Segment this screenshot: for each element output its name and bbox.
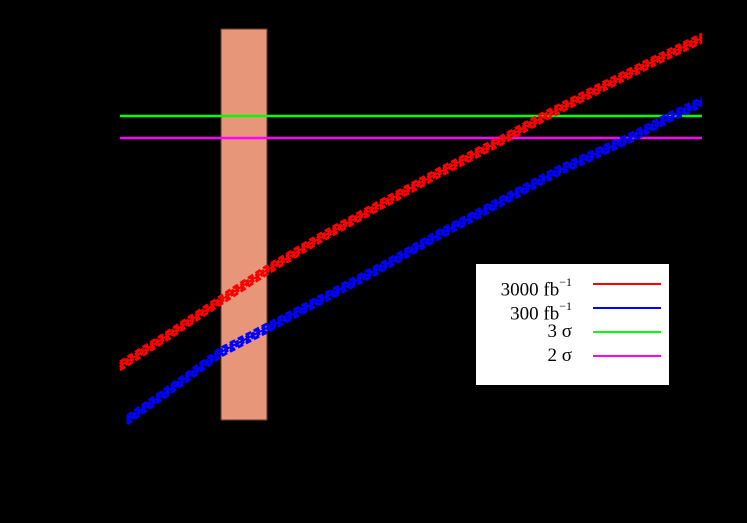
uncertainty-band [126,104,703,426]
legend-item-300fb: 300 fb−1 [476,296,669,324]
legend-swatch-blue [593,307,661,309]
legend-item-2sigma: 2 σ [476,344,669,368]
legend-swatch-green [593,331,661,333]
curve-central [119,37,703,367]
band-rect [220,28,268,421]
legend-item-3sigma: 3 σ [476,320,669,344]
significance-curves [119,32,703,426]
legend-item-3000fb: 3000 fb−1 [476,272,669,300]
legend-swatch-red [593,283,661,285]
curve-central [126,101,703,421]
uncertainty-band [119,32,703,364]
legend: 3000 fb−1 300 fb−1 3 σ 2 σ [475,263,670,386]
uncertainty-band [126,96,703,418]
shaded-band [220,28,268,421]
legend-swatch-magenta [593,355,661,357]
threshold-lines [120,114,702,140]
uncertainty-band [119,40,703,372]
legend-label: 3000 fb [500,279,560,301]
legend-label: 2 σ [547,345,573,366]
legend-label: 300 fb [510,303,560,325]
legend-label: 3 σ [547,321,573,342]
